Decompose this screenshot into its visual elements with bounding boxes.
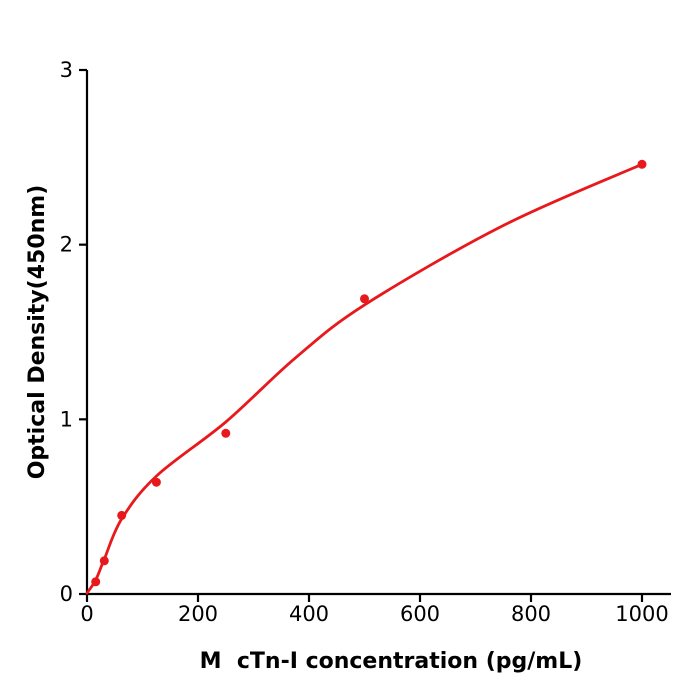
fit-curve <box>85 162 644 595</box>
x-tick-label: 0 <box>80 602 93 626</box>
data-point <box>360 294 369 304</box>
data-point <box>91 577 101 587</box>
data-point <box>117 510 127 520</box>
y-tick-label: 0 <box>60 582 73 606</box>
data-point <box>151 477 161 487</box>
x-tick-label: 800 <box>511 602 551 626</box>
plot-area: 0 200 400 600 800 1000 0 1 2 3 <box>60 58 671 626</box>
x-tick-label: 400 <box>289 602 329 626</box>
data-point <box>99 556 109 566</box>
data-point <box>637 159 647 169</box>
axis-spines <box>85 70 671 596</box>
y-tick-label: 1 <box>60 407 73 431</box>
y-tick-label: 2 <box>60 233 73 257</box>
x-tick-label: 1000 <box>615 602 668 626</box>
data-point <box>221 428 231 438</box>
x-tick-label: 600 <box>400 602 440 626</box>
x-tick-label: 200 <box>178 602 218 626</box>
y-axis-title: Optical Density(450nm) <box>25 185 50 480</box>
y-tick-label: 3 <box>60 58 73 82</box>
x-axis-title: M cTn-I concentration (pg/mL) <box>200 649 583 674</box>
